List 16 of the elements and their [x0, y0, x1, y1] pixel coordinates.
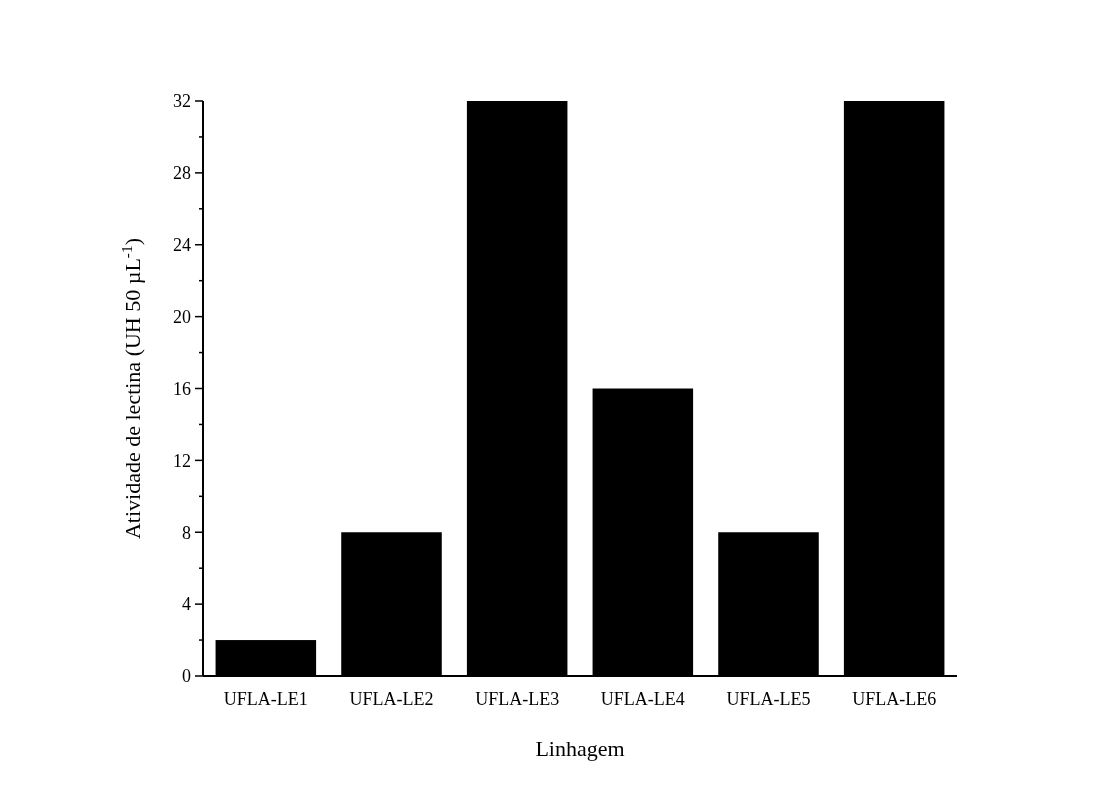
y-tick-label: 24: [173, 235, 191, 256]
x-tick-label: UFLA-LE5: [726, 689, 811, 709]
y-tick-label: 4: [182, 594, 191, 615]
x-axis-title: Linhagem: [535, 736, 625, 761]
x-tick-label: UFLA-LE2: [349, 689, 434, 709]
x-tick-label: UFLA-LE6: [852, 689, 937, 709]
y-tick-label: 12: [173, 450, 191, 471]
y-tick-label: 8: [182, 522, 191, 543]
y-tick-label: 28: [173, 163, 191, 184]
y-tick-label: 0: [182, 666, 191, 687]
y-tick-label: 20: [173, 306, 191, 327]
y-tick-label: 16: [173, 378, 191, 399]
x-tick-label: UFLA-LE3: [475, 689, 560, 709]
y-tick-label: 32: [173, 91, 191, 112]
x-tick-label: UFLA-LE4: [600, 689, 685, 709]
x-tick-label: UFLA-LE1: [223, 689, 308, 709]
